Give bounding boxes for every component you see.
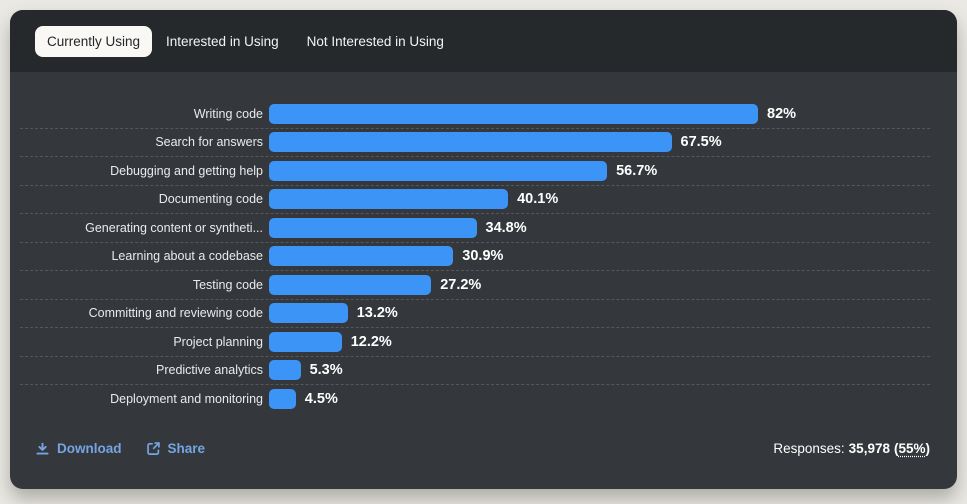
bar[interactable]: [269, 331, 342, 352]
category-label: Committing and reviewing code: [88, 306, 263, 321]
bar-value-label: 5.3%: [309, 362, 343, 379]
bar-track: 4.5%: [269, 389, 930, 410]
bar[interactable]: [269, 217, 477, 238]
bar-track: 27.2%: [269, 274, 930, 295]
category-label: Predictive analytics: [156, 363, 263, 378]
chart-row: Project planning 12.2%: [20, 328, 930, 357]
category-label: Learning about a codebase: [111, 249, 263, 264]
bar-track: 56.7%: [269, 160, 930, 181]
tab-bar: Currently Using Interested in Using Not …: [10, 10, 957, 72]
category-label: Project planning: [173, 334, 263, 349]
tab-interested-in-using[interactable]: Interested in Using: [152, 26, 293, 57]
tab-not-interested-in-using[interactable]: Not Interested in Using: [293, 26, 458, 57]
chart-row: Generating content or syntheti... 34.8%: [20, 214, 930, 243]
responses-summary: Responses: 35,978 (55%): [773, 441, 930, 456]
bar-value-label: 13.2%: [356, 305, 398, 322]
responses-percent-group: (55%): [894, 441, 930, 456]
bar-value-label: 56.7%: [616, 162, 658, 179]
responses-label: Responses:: [773, 440, 845, 456]
category-label: Writing code: [193, 106, 263, 121]
bar[interactable]: [269, 303, 348, 324]
paren-open: (: [893, 440, 899, 456]
bar[interactable]: [269, 189, 509, 210]
bar[interactable]: [269, 360, 301, 381]
bar-value-label: 4.5%: [304, 391, 338, 408]
category-label: Generating content or syntheti...: [85, 220, 263, 235]
bar-track: 12.2%: [269, 331, 930, 352]
chart-row: Documenting code 40.1%: [20, 186, 930, 214]
chart-row: Deployment and monitoring 4.5%: [20, 385, 930, 414]
bar-value-label: 30.9%: [462, 248, 504, 265]
bar-value-label: 12.2%: [350, 333, 392, 350]
chart-row: Learning about a codebase 30.9%: [20, 243, 930, 271]
bar[interactable]: [269, 246, 454, 267]
chart-row: Search for answers 67.5%: [20, 129, 930, 157]
bar-value-label: 82%: [767, 105, 797, 122]
bar-track: 67.5%: [269, 132, 930, 153]
share-button[interactable]: Share: [146, 440, 206, 456]
bar-track: 82%: [269, 103, 930, 124]
share-label: Share: [167, 440, 206, 456]
share-icon: [146, 441, 161, 456]
category-label: Search for answers: [155, 135, 263, 150]
bar-value-label: 40.1%: [517, 191, 559, 208]
responses-percent[interactable]: 55%: [898, 440, 926, 456]
download-button[interactable]: Download: [35, 441, 122, 456]
bar-chart: Writing code 82% Search for answers 67.5% De…: [10, 72, 957, 414]
bar-track: 30.9%: [269, 246, 930, 267]
bar-value-label: 34.8%: [485, 219, 527, 236]
bar-track: 5.3%: [269, 360, 930, 381]
bar[interactable]: [269, 389, 296, 410]
bar-value-label: 67.5%: [680, 134, 722, 151]
bar-track: 40.1%: [269, 189, 930, 210]
bar-track: 13.2%: [269, 303, 930, 324]
footer-actions: Download Share: [35, 441, 205, 456]
bar-value-label: 27.2%: [440, 276, 482, 293]
chart-row: Debugging and getting help 56.7%: [20, 157, 930, 186]
download-icon: [35, 441, 50, 456]
bar[interactable]: [269, 103, 758, 124]
responses-count: 35,978: [848, 440, 890, 456]
tab-currently-using[interactable]: Currently Using: [35, 25, 153, 57]
chart-row: Predictive analytics 5.3%: [20, 357, 930, 385]
chart-footer: Download Share Responses: 35,978 (55%): [10, 414, 957, 490]
chart-row: Writing code 82%: [20, 100, 930, 129]
chart-row: Committing and reviewing code 13.2%: [20, 300, 930, 328]
paren-close: ): [925, 440, 931, 456]
chart-row: Testing code 27.2%: [20, 271, 930, 300]
download-label: Download: [57, 440, 122, 456]
bar[interactable]: [269, 160, 608, 181]
category-label: Documenting code: [158, 192, 263, 207]
survey-chart-card: Currently Using Interested in Using Not …: [10, 10, 957, 489]
bar-track: 34.8%: [269, 217, 930, 238]
category-label: Testing code: [192, 277, 263, 292]
category-label: Debugging and getting help: [110, 163, 263, 178]
category-label: Deployment and monitoring: [110, 392, 263, 407]
bar[interactable]: [269, 274, 432, 295]
bar[interactable]: [269, 132, 672, 153]
